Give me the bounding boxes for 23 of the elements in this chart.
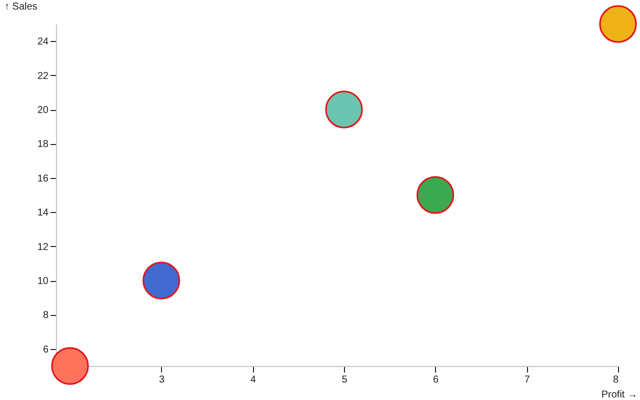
y-tick-label: 20	[37, 105, 49, 116]
y-tick-label: 14	[37, 208, 49, 219]
x-tick-label: 6	[433, 374, 440, 386]
y-axis-title: ↑ Sales	[4, 2, 38, 12]
y-tick-label: 8	[42, 310, 49, 322]
y-tick-label: 12	[37, 242, 49, 253]
point	[599, 5, 637, 43]
point	[325, 90, 363, 128]
x-axis-title: Profit →	[601, 390, 638, 400]
x-tick-label: 5	[342, 374, 348, 386]
point	[142, 262, 180, 300]
y-tick-label: 6	[42, 344, 49, 356]
y-tick-label: 24	[37, 36, 49, 48]
y-tick-label: 10	[37, 276, 49, 287]
point	[51, 347, 89, 385]
y-tick-label: 16	[37, 173, 49, 184]
x-tick-label: 7	[524, 374, 530, 386]
x-tick-label: 4	[250, 374, 256, 386]
y-tick-label: 22	[37, 70, 49, 82]
y-tick-label: 18	[37, 139, 49, 150]
point	[416, 176, 454, 214]
x-tick-label: 3	[159, 374, 166, 386]
x-tick-label: 8	[612, 374, 619, 386]
